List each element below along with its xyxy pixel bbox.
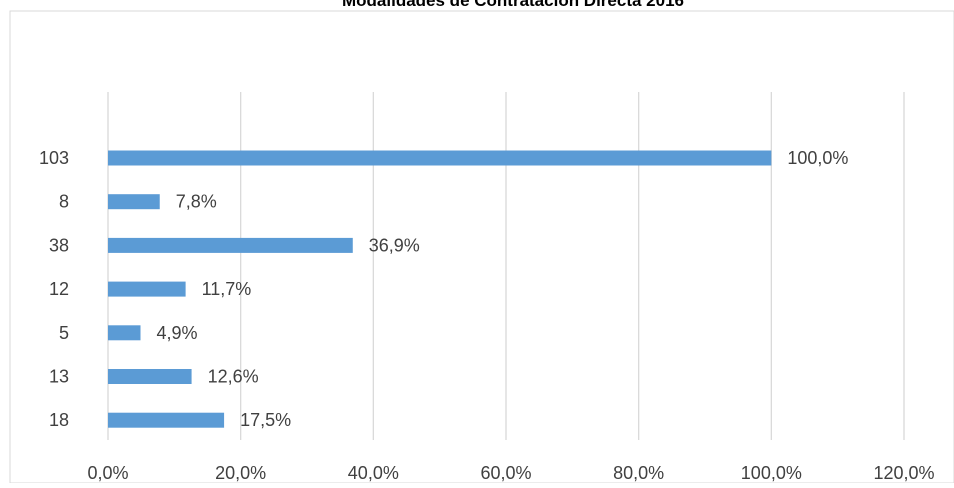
bar [108, 325, 141, 341]
data-labels: 100,0% 7,8% 36,9% 11,7% 4,9% 12,6% 17,5% [157, 148, 849, 430]
x-tick-label: 80,0% [613, 463, 664, 483]
bar [108, 412, 225, 428]
data-label: 7,8% [176, 192, 217, 212]
bars [108, 150, 772, 428]
data-label: 36,9% [369, 235, 420, 255]
data-label: 4,9% [157, 323, 198, 343]
category-label: 13 [49, 367, 69, 387]
category-label: 38 [49, 235, 69, 255]
data-label: 12,6% [208, 367, 259, 387]
category-label: 12 [49, 279, 69, 299]
data-label: 17,5% [240, 410, 291, 430]
bar [108, 237, 353, 253]
data-label: 11,7% [202, 279, 252, 299]
x-axis-tick-labels: 0,0% 20,0% 40,0% 60,0% 80,0% 100,0% 120,0% [87, 463, 934, 483]
gridlines [107, 92, 905, 440]
category-label: 103 [39, 148, 69, 168]
x-tick-label: 60,0% [480, 463, 531, 483]
bar [108, 281, 186, 297]
x-tick-label: 40,0% [348, 463, 399, 483]
x-tick-label: 0,0% [87, 463, 128, 483]
x-tick-label: 120,0% [873, 463, 934, 483]
chart-title: Modalidades de Contratación Directa 2016 [342, 0, 684, 10]
bar [108, 194, 160, 210]
x-tick-label: 20,0% [215, 463, 266, 483]
category-label: 5 [59, 323, 69, 343]
category-label: 18 [49, 410, 69, 430]
data-label: 100,0% [787, 148, 848, 168]
category-label: 8 [59, 192, 69, 212]
x-tick-label: 100,0% [741, 463, 802, 483]
category-labels: 103 8 38 12 5 13 18 [39, 148, 69, 430]
bar [108, 369, 192, 384]
bar [108, 150, 772, 166]
